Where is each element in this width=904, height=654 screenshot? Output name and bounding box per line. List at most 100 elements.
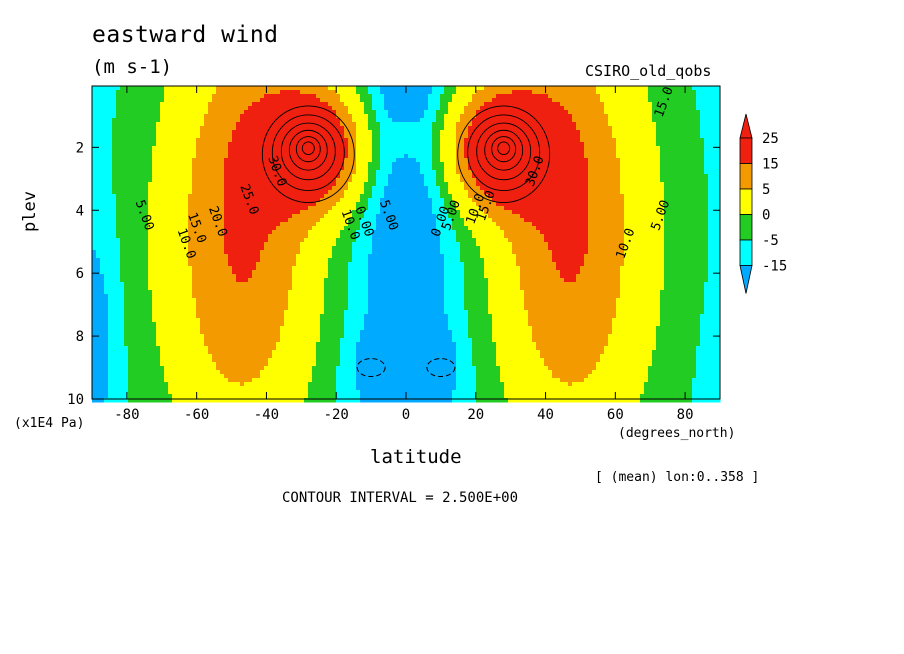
field-cell xyxy=(552,202,557,207)
field-cell xyxy=(428,210,433,215)
field-cell xyxy=(520,198,525,203)
field-cell xyxy=(424,102,429,107)
field-cell xyxy=(600,150,605,155)
field-cell xyxy=(592,162,597,167)
field-cell xyxy=(616,158,621,163)
field-cell xyxy=(632,190,637,195)
field-cell xyxy=(448,110,453,115)
field-cell xyxy=(516,110,521,115)
field-cell xyxy=(508,182,513,187)
field-cell xyxy=(256,86,261,91)
field-cell xyxy=(316,94,321,99)
field-cell xyxy=(136,198,141,203)
field-cell xyxy=(452,146,457,151)
field-cell xyxy=(288,146,293,151)
field-cell xyxy=(492,174,497,179)
field-cell xyxy=(264,130,269,135)
field-cell xyxy=(112,126,117,131)
field-cell xyxy=(672,150,677,155)
field-cell xyxy=(132,210,137,215)
field-cell xyxy=(540,122,545,127)
field-cell xyxy=(536,202,541,207)
field-cell xyxy=(132,90,137,95)
field-cell xyxy=(492,186,497,191)
field-cell xyxy=(652,134,657,139)
field-cell xyxy=(632,146,637,151)
field-cell xyxy=(500,146,505,151)
field-cell xyxy=(276,166,281,171)
field-cell xyxy=(228,210,233,215)
field-cell xyxy=(160,154,165,159)
field-cell xyxy=(184,150,189,155)
field-cell xyxy=(560,206,565,211)
field-cell xyxy=(700,194,705,199)
field-cell xyxy=(248,162,253,167)
field-cell xyxy=(576,114,581,119)
field-cell xyxy=(652,150,657,155)
field-cell xyxy=(496,126,501,131)
field-cell xyxy=(548,102,553,107)
field-cell xyxy=(248,166,253,171)
field-cell xyxy=(368,98,373,103)
field-cell xyxy=(688,178,693,183)
field-cell xyxy=(716,158,721,163)
field-cell xyxy=(656,174,661,179)
field-cell xyxy=(560,110,565,115)
field-cell xyxy=(516,154,521,159)
field-cell xyxy=(404,110,409,115)
field-cell xyxy=(696,126,701,131)
field-cell xyxy=(584,182,589,187)
field-cell xyxy=(136,94,141,99)
field-cell xyxy=(268,174,273,179)
field-cell xyxy=(396,114,401,119)
field-cell xyxy=(608,110,613,115)
field-cell xyxy=(328,90,333,95)
field-cell xyxy=(524,90,529,95)
field-cell xyxy=(380,130,385,135)
field-cell xyxy=(464,170,469,175)
field-cell xyxy=(192,86,197,91)
chart-title: eastward wind xyxy=(92,22,279,48)
field-cell xyxy=(108,98,113,103)
field-cell xyxy=(456,126,461,131)
field-cell xyxy=(484,122,489,127)
field-cell xyxy=(528,134,533,139)
field-cell xyxy=(604,134,609,139)
field-cell xyxy=(508,198,513,203)
field-cell xyxy=(528,202,533,207)
field-cell xyxy=(148,158,153,163)
field-cell xyxy=(252,134,257,139)
field-cell xyxy=(604,150,609,155)
field-cell xyxy=(364,106,369,111)
field-cell xyxy=(260,110,265,115)
field-cell xyxy=(648,186,653,191)
field-cell xyxy=(532,198,537,203)
field-cell xyxy=(332,210,337,215)
field-cell xyxy=(312,102,317,107)
field-cell xyxy=(184,186,189,191)
field-cell xyxy=(148,138,153,143)
field-cell xyxy=(220,158,225,163)
field-cell xyxy=(664,182,669,187)
field-cell xyxy=(264,154,269,159)
field-cell xyxy=(392,190,397,195)
field-cell xyxy=(508,162,513,167)
field-cell xyxy=(572,122,577,127)
field-cell xyxy=(676,114,681,119)
field-cell xyxy=(196,194,201,199)
field-cell xyxy=(208,130,213,135)
field-cell xyxy=(532,134,537,139)
field-cell xyxy=(648,138,653,143)
field-cell xyxy=(376,126,381,131)
field-cell xyxy=(600,94,605,99)
field-cell xyxy=(180,162,185,167)
field-cell xyxy=(596,174,601,179)
field-cell xyxy=(480,150,485,155)
field-cell xyxy=(236,146,241,151)
field-cell xyxy=(608,130,613,135)
field-cell xyxy=(684,186,689,191)
field-cell xyxy=(140,110,145,115)
field-cell xyxy=(564,166,569,171)
field-cell xyxy=(376,102,381,107)
field-cell xyxy=(256,186,261,191)
